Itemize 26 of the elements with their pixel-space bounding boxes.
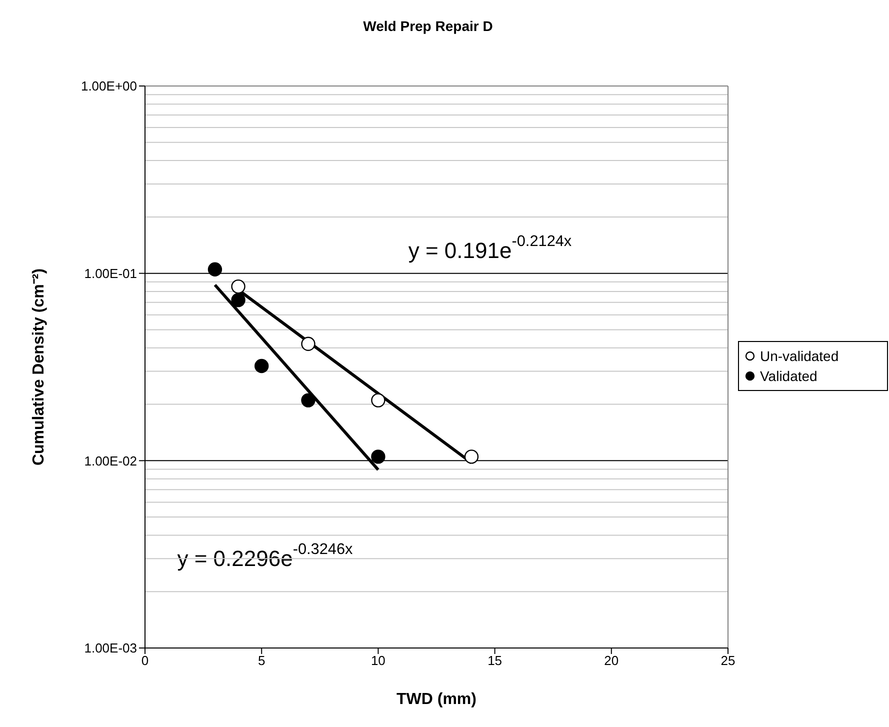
annotation: y = 0.191e$^{-0.2124x}$	[408, 233, 572, 262]
y-axis-title: Cumulative Density (cm⁻²)	[30, 268, 48, 466]
legend-label: Validated	[760, 366, 818, 386]
point	[231, 292, 246, 308]
point	[254, 358, 269, 374]
annotation: y = 0.2296e$^{-0.3246x}$	[177, 541, 354, 570]
x-tick-label: 25	[720, 653, 736, 668]
x-tick-label: 20	[604, 653, 619, 668]
legend-label: Un-validated	[760, 346, 839, 366]
x-tick-label: 5	[258, 653, 266, 668]
point	[231, 279, 246, 294]
point	[208, 262, 222, 276]
y-tick-label: 1.00E-02	[84, 453, 137, 468]
y-tick-label: 1.00E-01	[84, 266, 137, 281]
x-tick-label: 15	[488, 653, 502, 668]
x-tick-label: 10	[370, 653, 386, 668]
point	[301, 393, 316, 408]
point	[371, 450, 386, 464]
point	[464, 450, 479, 464]
y-tick-label: 1.00E-03	[84, 640, 137, 656]
chart-title: Weld Prep Repair D	[362, 18, 494, 34]
y-tick-label: 1.00E+00	[80, 78, 137, 94]
x-tick-label: 0	[141, 653, 149, 668]
point	[371, 393, 386, 408]
point	[301, 336, 316, 352]
x-axis-title: TWD (mm)	[396, 691, 476, 708]
